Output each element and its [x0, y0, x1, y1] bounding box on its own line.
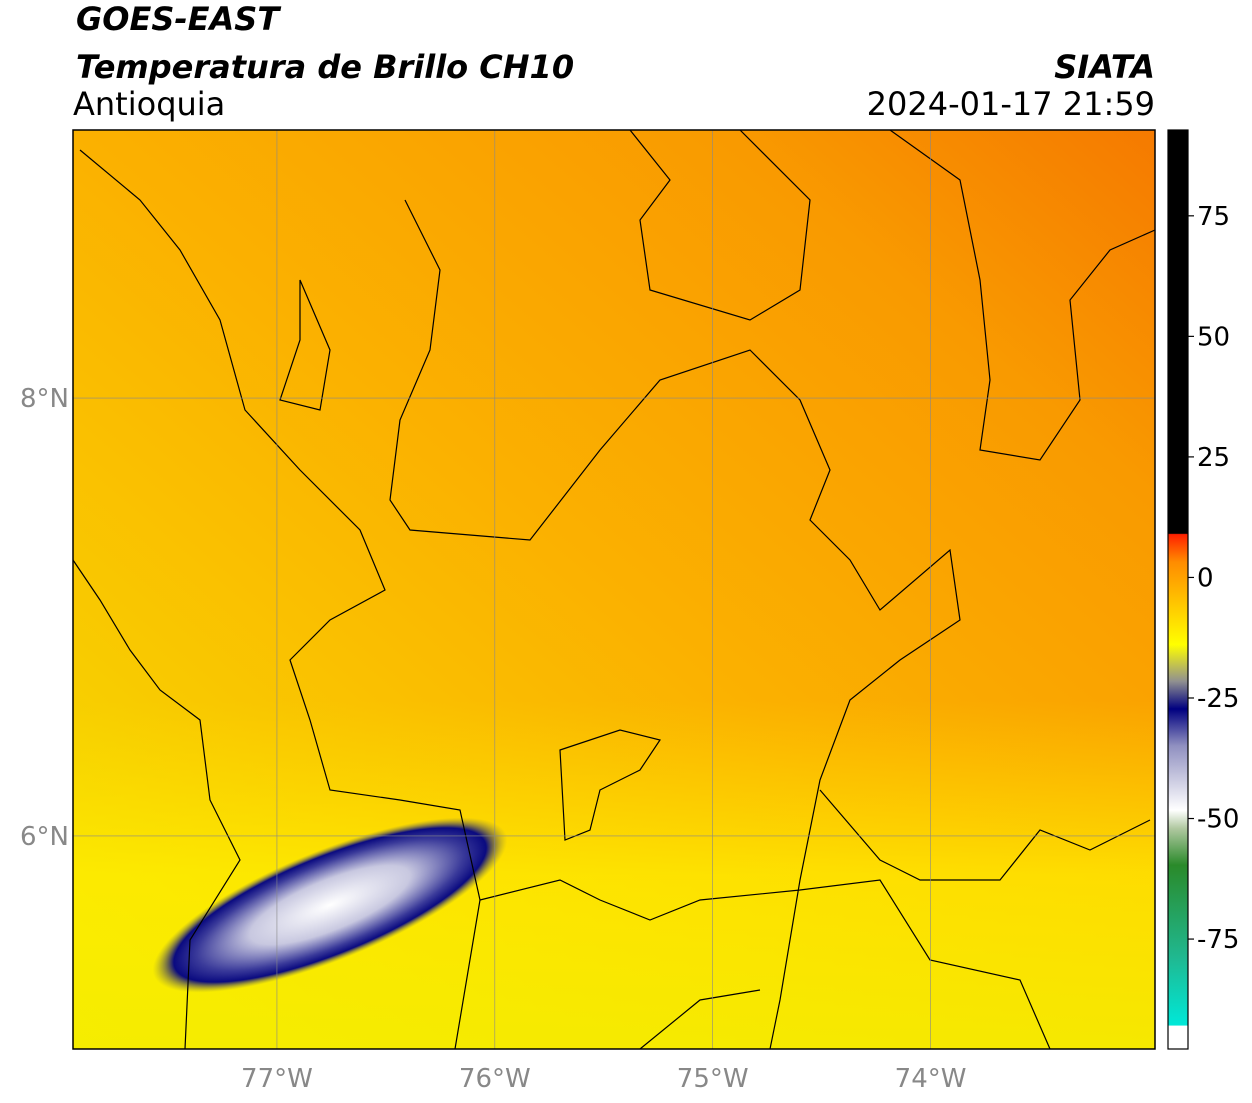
title: GOES-EAST — [76, 0, 281, 38]
region: Antioquia — [73, 85, 225, 123]
cold-cloud — [152, 817, 508, 993]
map-frame — [72, 129, 1156, 1050]
subtitle: Temperatura de Brillo CH10 — [76, 48, 574, 86]
warm-band — [73, 700, 1155, 1049]
lat-tick-label: 8°N — [20, 384, 69, 414]
colorbar-ticks: 75 50 25 0 -25 -50 -75 — [1188, 202, 1239, 955]
lat-tick-label: 6°N — [20, 822, 69, 852]
lon-tick-label: 74°W — [895, 1064, 967, 1094]
colorbar — [1167, 129, 1189, 1050]
colorbar-tick-label: -50 — [1197, 805, 1239, 835]
datetime: 2024-01-17 21:59 — [867, 85, 1155, 123]
colorbar-tick-label: 0 — [1197, 563, 1214, 593]
graticule — [73, 130, 1155, 1049]
lon-tick-label: 75°W — [677, 1064, 749, 1094]
lon-tick-label: 77°W — [241, 1064, 313, 1094]
lon-tick-label: 76°W — [459, 1064, 531, 1094]
colorbar-tick-label: -25 — [1197, 684, 1239, 714]
colorbar-tick-label: -75 — [1197, 925, 1239, 955]
map — [73, 130, 1155, 1049]
colorbar-tick-label: 75 — [1197, 202, 1230, 232]
source: SIATA — [1054, 48, 1155, 86]
boundaries — [73, 130, 1155, 1049]
map-ticks: 77°W 76°W 75°W 74°W 8°N 6°N — [20, 384, 966, 1094]
colorbar-tick-label: 25 — [1197, 443, 1230, 473]
colorbar-tick-label: 50 — [1197, 322, 1230, 352]
